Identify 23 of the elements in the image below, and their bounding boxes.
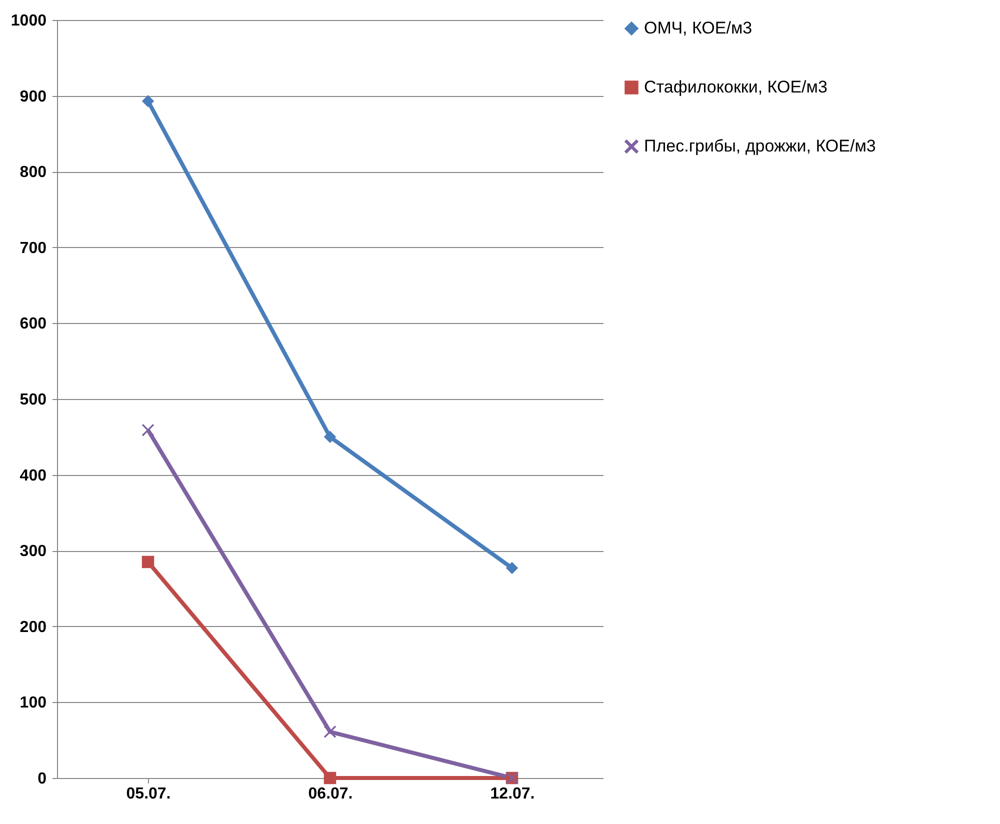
y-tick-label: 500 <box>20 392 47 408</box>
y-tick-label: 0 <box>38 770 47 788</box>
y-tick-label: 100 <box>20 694 47 712</box>
legend-label: Стафилококки, КОЕ/м3 <box>644 78 828 96</box>
y-tick-label: 1000 <box>10 12 47 30</box>
y-tick-label: 700 <box>20 240 47 257</box>
point <box>142 424 154 436</box>
point <box>324 772 336 784</box>
point <box>142 556 154 568</box>
y-tick-label: 200 <box>20 618 47 636</box>
y-tick-label: 800 <box>20 164 47 182</box>
y-tick-label: 900 <box>20 88 47 106</box>
y-tick-label: 400 <box>20 467 47 484</box>
y-tick-label: 300 <box>20 543 47 560</box>
legend-label: Плес.грибы, дрожжи, КОЕ/м3 <box>644 136 876 156</box>
point <box>142 94 154 108</box>
point <box>506 562 518 574</box>
x-tick-label: 06.07. <box>308 786 353 802</box>
x-tick-label: 12.07. <box>490 786 535 802</box>
legend-label: ОМЧ, КОЕ/м3 <box>644 18 752 38</box>
x-tick-label: 05.07. <box>126 786 171 802</box>
y-tick-label: 600 <box>20 316 47 333</box>
point <box>324 430 336 444</box>
